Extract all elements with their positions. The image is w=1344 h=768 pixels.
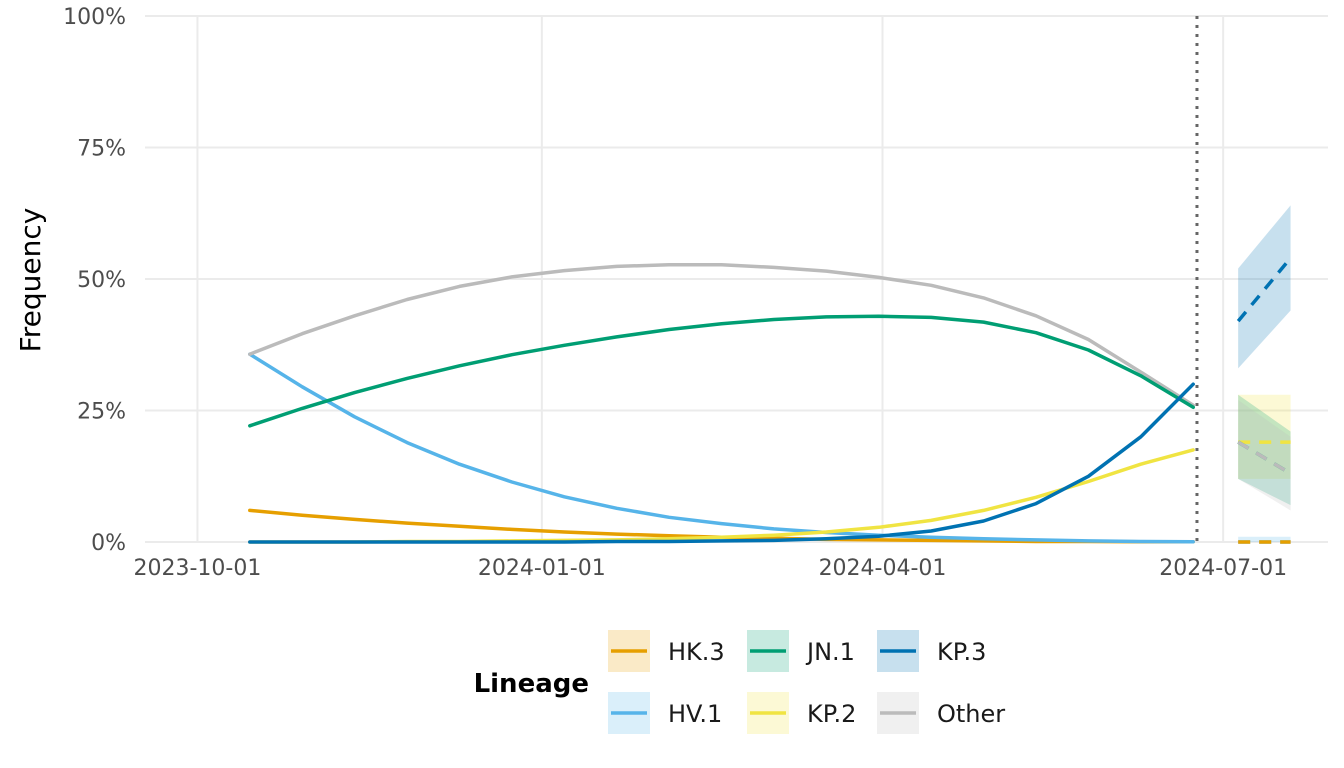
- nowcast-bands: [1238, 205, 1291, 542]
- nowcast-band-hv1: [1238, 536, 1291, 542]
- nowcast-band-jn1: [1238, 394, 1291, 506]
- series-line-hv1: [248, 352, 1195, 544]
- nowcast-band-other: [1238, 399, 1291, 511]
- y-tick-label: 0%: [91, 531, 126, 556]
- legend-label: HV.1: [668, 700, 722, 728]
- series-line-other: [248, 263, 1195, 407]
- legend-items: HK.3 JN.1 KP.3 HV.1 KP.2 Other: [608, 630, 1005, 734]
- nowcast-line-kp3: [1236, 256, 1292, 323]
- legend: Lineage HK.3 JN.1 KP.3 HV.1 KP.2 Other: [474, 630, 1005, 734]
- legend-item-jn1: JN.1: [747, 630, 855, 672]
- series-line-kp3: [248, 382, 1195, 544]
- legend-item-other: Other: [877, 692, 1005, 734]
- nowcast-lines: [1236, 256, 1292, 544]
- legend-label: Other: [937, 700, 1005, 728]
- y-tick-label: 50%: [77, 268, 126, 293]
- y-axis-title: Frequency: [14, 208, 47, 353]
- y-tick-label: 100%: [63, 5, 126, 30]
- x-tick-label: 2024-04-01: [819, 556, 947, 581]
- legend-item-hv1: HV.1: [608, 692, 722, 734]
- legend-label: JN.1: [805, 638, 855, 666]
- y-tick-label: 25%: [77, 400, 126, 425]
- legend-label: KP.2: [807, 700, 856, 728]
- legend-label: KP.3: [937, 638, 986, 666]
- y-axis-tick-labels: 0% 25% 50% 75% 100%: [63, 5, 126, 556]
- legend-item-kp2: KP.2: [747, 692, 856, 734]
- nowcast-line-other: [1237, 440, 1292, 476]
- x-tick-label: 2024-01-01: [478, 556, 606, 581]
- legend-item-hk3: HK.3: [608, 630, 725, 672]
- legend-label: HK.3: [668, 638, 725, 666]
- x-tick-label: 2024-07-01: [1159, 556, 1287, 581]
- legend-item-kp3: KP.3: [877, 630, 986, 672]
- nowcast-band-kp2: [1238, 394, 1291, 479]
- legend-title: Lineage: [474, 669, 589, 699]
- x-axis-tick-labels: 2023-10-01 2024-01-01 2024-04-01 2024-07-01: [133, 556, 1287, 581]
- y-tick-label: 75%: [77, 137, 126, 162]
- x-tick-label: 2023-10-01: [133, 556, 261, 581]
- series-lines: [248, 263, 1195, 544]
- series-line-jn1: [248, 314, 1195, 428]
